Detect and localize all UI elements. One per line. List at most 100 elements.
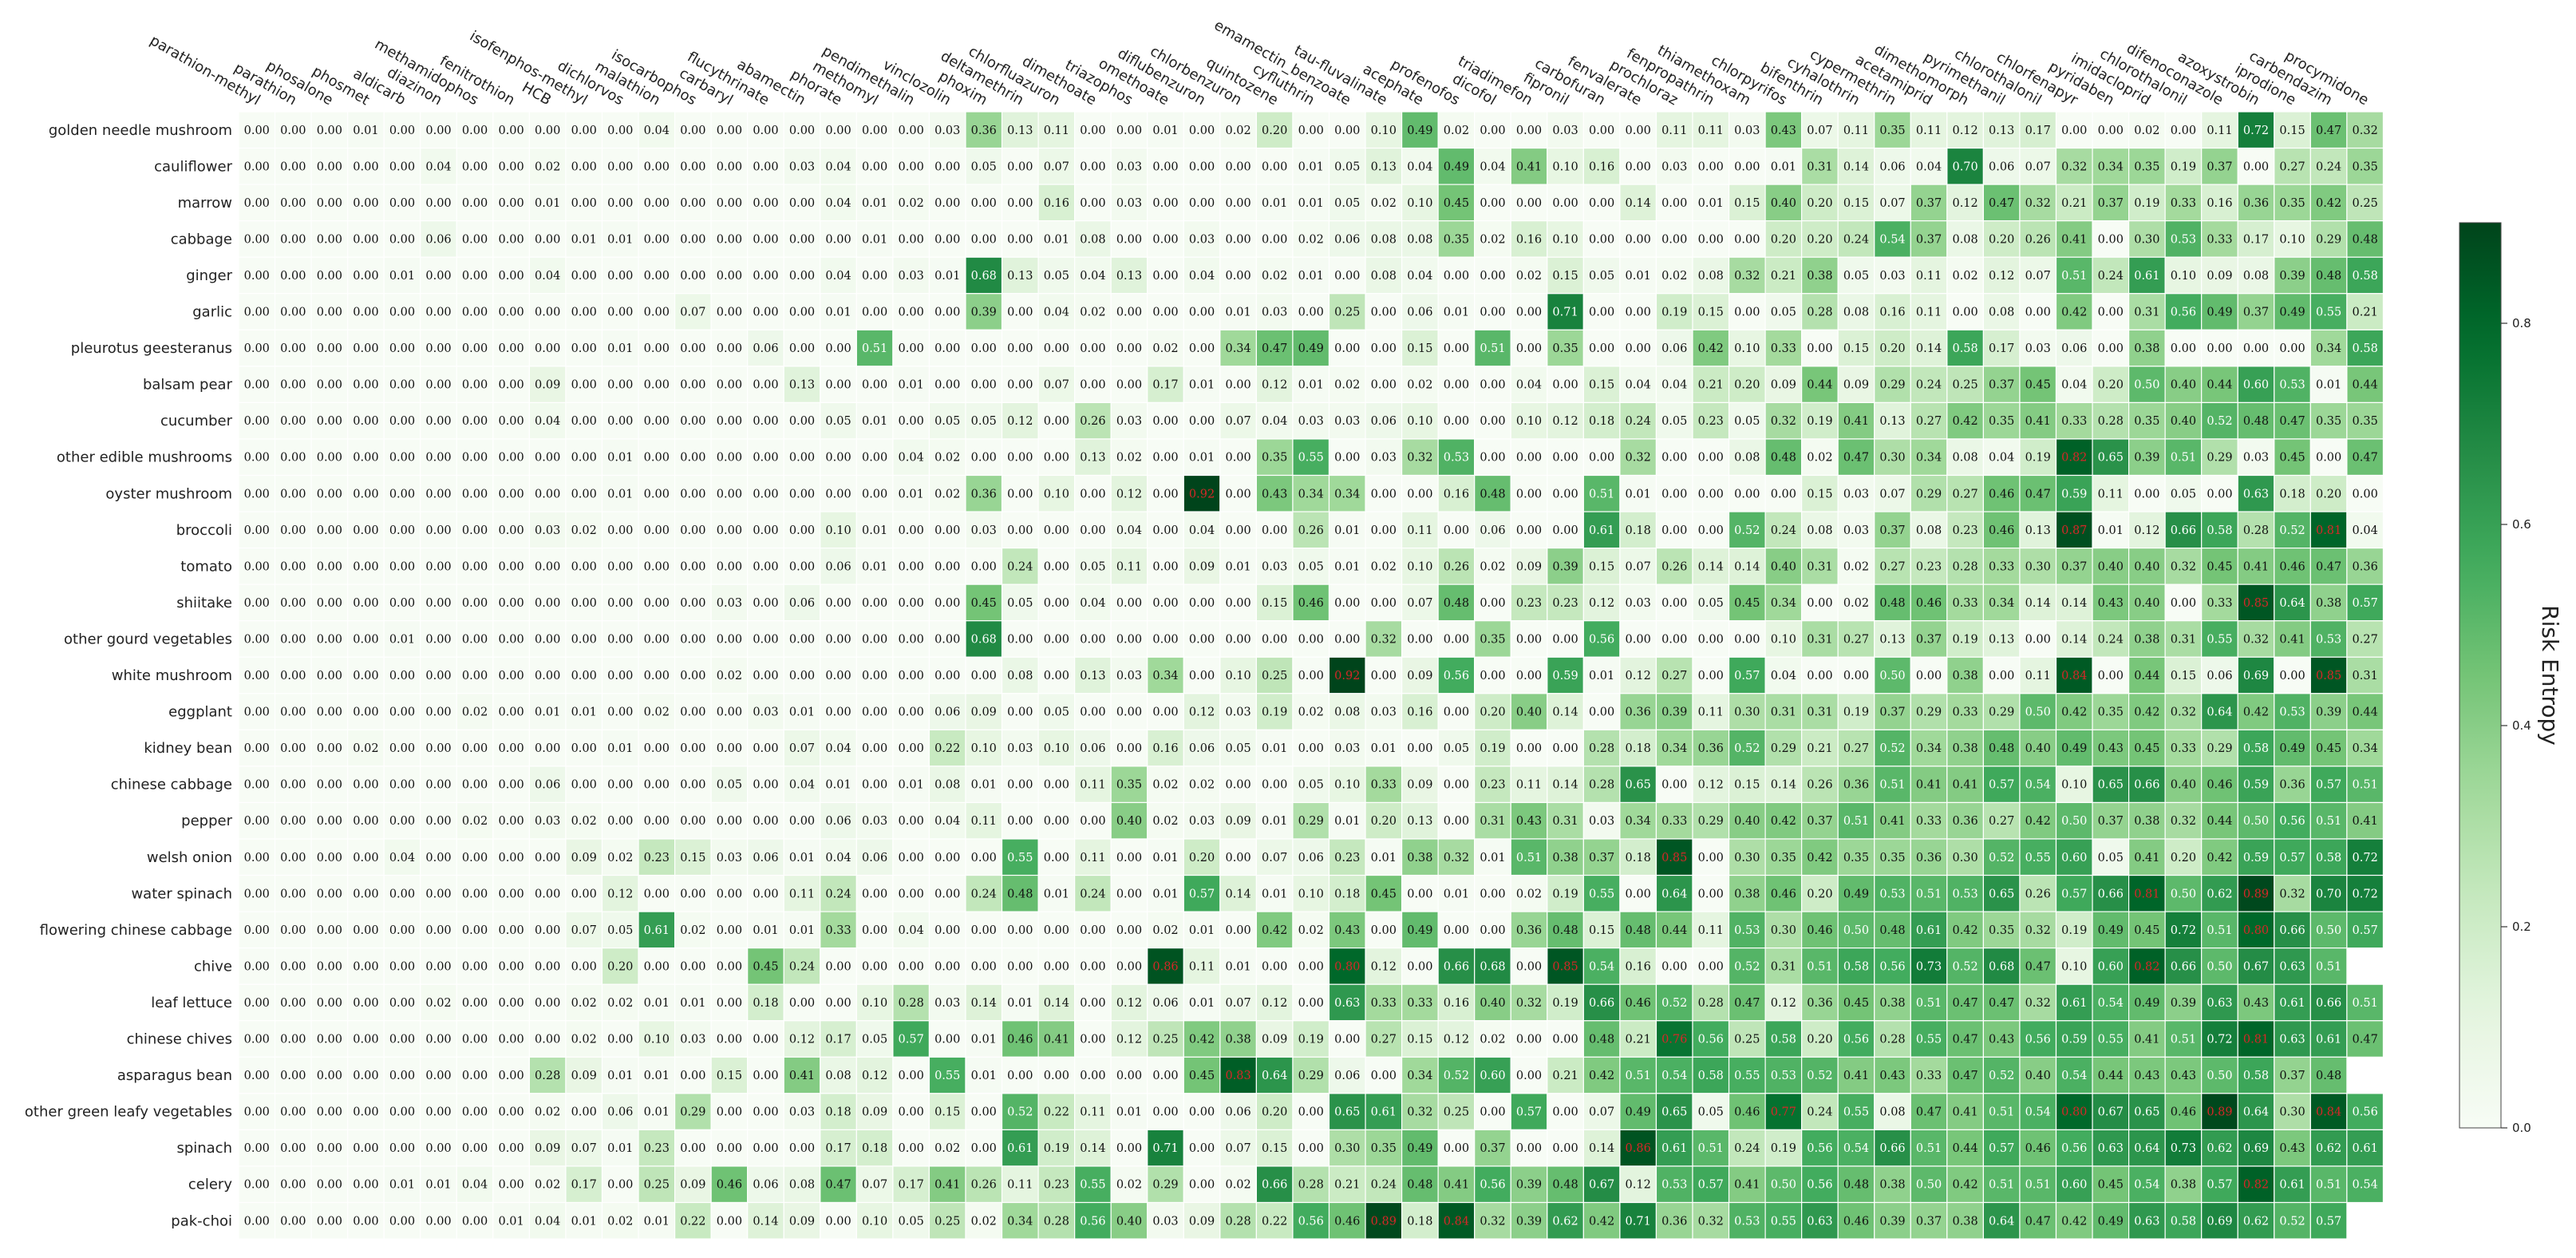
- cell-value-label: 0.00: [571, 960, 597, 973]
- cell-value-label: 0.02: [1371, 197, 1397, 210]
- cell-value-label: 0.00: [1189, 1142, 1215, 1155]
- cell-value-label: 0.00: [317, 233, 342, 246]
- heatmap-cell: [1474, 184, 1511, 222]
- cell-value-label: 0.31: [1807, 633, 1832, 646]
- cell-value-label: 0.33: [1916, 1070, 1942, 1082]
- cell-value-label: 0.04: [1916, 160, 1942, 173]
- cell-value-label: 0.30: [1771, 924, 1796, 937]
- cell-value-label: 0.47: [825, 1179, 851, 1192]
- heatmap-cell: [710, 402, 749, 440]
- cell-value-label: 0.00: [498, 852, 523, 864]
- cell-value-label: 0.00: [644, 270, 670, 283]
- cell-value-label: 0.00: [353, 888, 378, 900]
- cell-value-label: 0.43: [1334, 924, 1360, 937]
- heatmap-cell: [892, 366, 930, 404]
- cell-value-label: 0.51: [2207, 924, 2232, 937]
- cell-value-label: 0.00: [353, 160, 378, 173]
- cell-value-label: 0.00: [1007, 779, 1033, 792]
- cell-value-label: 0.46: [2207, 779, 2232, 792]
- row-label: marrow: [178, 195, 232, 212]
- cell-value-label: 0.00: [789, 633, 815, 646]
- cell-value-label: 0.03: [934, 125, 960, 137]
- cell-value-label: 0.00: [1661, 488, 1687, 500]
- heatmap-cell: [2309, 256, 2348, 295]
- cell-value-label: 0.05: [2171, 488, 2196, 500]
- cell-value-label: 0.00: [607, 160, 633, 173]
- cell-value-label: 0.00: [1225, 633, 1250, 646]
- cell-value-label: 0.10: [1734, 342, 1760, 355]
- cell-value-label: 0.00: [2098, 233, 2124, 246]
- cell-value-label: 0.41: [1843, 1070, 1869, 1082]
- cell-value-label: 0.44: [1661, 924, 1687, 937]
- cell-value-label: 0.15: [2279, 125, 2305, 137]
- cell-value-label: 0.00: [317, 960, 342, 973]
- cell-value-label: 0.00: [1080, 342, 1105, 355]
- cell-value-label: 0.00: [717, 1034, 742, 1046]
- cell-value-label: 0.01: [1225, 307, 1250, 319]
- heatmap-cell: [2055, 329, 2093, 367]
- cell-value-label: 0.49: [1407, 125, 1432, 137]
- cell-value-label: 0.00: [644, 160, 670, 173]
- heatmap-cell: [710, 220, 749, 258]
- heatmap-cell: [1255, 256, 1294, 295]
- cell-value-label: 0.45: [2134, 742, 2159, 755]
- cell-value-label: 0.12: [1262, 379, 1287, 392]
- cell-value-label: 0.00: [753, 488, 778, 500]
- cell-value-label: 0.10: [825, 524, 851, 537]
- cell-value-label: 0.05: [1298, 560, 1324, 573]
- cell-value-label: 0.00: [971, 670, 997, 682]
- cell-value-label: 0.56: [1698, 1034, 1724, 1046]
- cell-value-label: 0.00: [244, 270, 270, 283]
- row-label: tomato: [180, 558, 232, 575]
- cell-value-label: 0.46: [1989, 488, 2014, 500]
- heatmap-cell: [2092, 329, 2130, 367]
- heatmap-cell: [783, 366, 821, 404]
- cell-value-label: 0.00: [753, 670, 778, 682]
- cell-value-label: 0.00: [1480, 1106, 1505, 1119]
- cell-value-label: 0.00: [244, 597, 270, 610]
- cell-value-label: 0.54: [2061, 1070, 2087, 1082]
- cell-value-label: 0.00: [498, 597, 523, 610]
- cell-value-label: 0.00: [317, 670, 342, 682]
- cell-value-label: 0.32: [1407, 452, 1432, 465]
- cell-value-label: 0.00: [971, 452, 997, 465]
- cell-value-label: 0.00: [317, 997, 342, 1010]
- cell-value-label: 0.04: [1189, 524, 1215, 537]
- cell-value-label: 0.07: [1807, 125, 1832, 137]
- cell-value-label: 0.00: [899, 815, 924, 828]
- cell-value-label: 0.02: [1152, 924, 1178, 937]
- cell-value-label: 0.00: [934, 379, 960, 392]
- cell-value-label: 0.00: [498, 633, 523, 646]
- cell-value-label: 0.55: [1771, 1215, 1796, 1228]
- heatmap-cell: [1692, 329, 1730, 367]
- cell-value-label: 0.00: [389, 997, 415, 1010]
- cell-value-label: 0.00: [317, 415, 342, 428]
- cell-value-label: 0.01: [1298, 270, 1324, 283]
- cell-value-label: 0.04: [934, 815, 960, 828]
- heatmap-cell: [1837, 293, 1875, 330]
- cell-value-label: 0.61: [1007, 1142, 1033, 1155]
- heatmap-cell: [747, 256, 784, 295]
- cell-value-label: 0.10: [1298, 888, 1324, 900]
- heatmap-cell: [1037, 402, 1076, 440]
- cell-value-label: 0.47: [2279, 415, 2305, 428]
- cell-value-label: 0.15: [1807, 488, 1832, 500]
- cell-value-label: 0.00: [462, 1106, 488, 1119]
- cell-value-label: 0.24: [1843, 233, 1869, 246]
- cell-value-label: 0.25: [1334, 307, 1360, 319]
- heatmap-cell: [1801, 329, 1839, 367]
- cell-value-label: 0.20: [1807, 197, 1832, 210]
- cell-value-label: 0.00: [244, 888, 270, 900]
- cell-value-label: 0.00: [680, 379, 705, 392]
- cell-value-label: 0.02: [1516, 270, 1542, 283]
- cell-value-label: 0.10: [1044, 488, 1069, 500]
- heatmap-cell: [674, 329, 712, 367]
- cell-value-label: 0.00: [280, 1179, 306, 1192]
- cell-value-label: 0.00: [389, 1034, 415, 1046]
- cell-value-label: 0.20: [1371, 815, 1397, 828]
- heatmap-cell: [747, 366, 784, 404]
- cell-value-label: 0.15: [1407, 342, 1432, 355]
- cell-value-label: 0.51: [1480, 342, 1505, 355]
- cell-value-label: 0.00: [1116, 233, 1142, 246]
- cell-value-label: 0.01: [1044, 233, 1069, 246]
